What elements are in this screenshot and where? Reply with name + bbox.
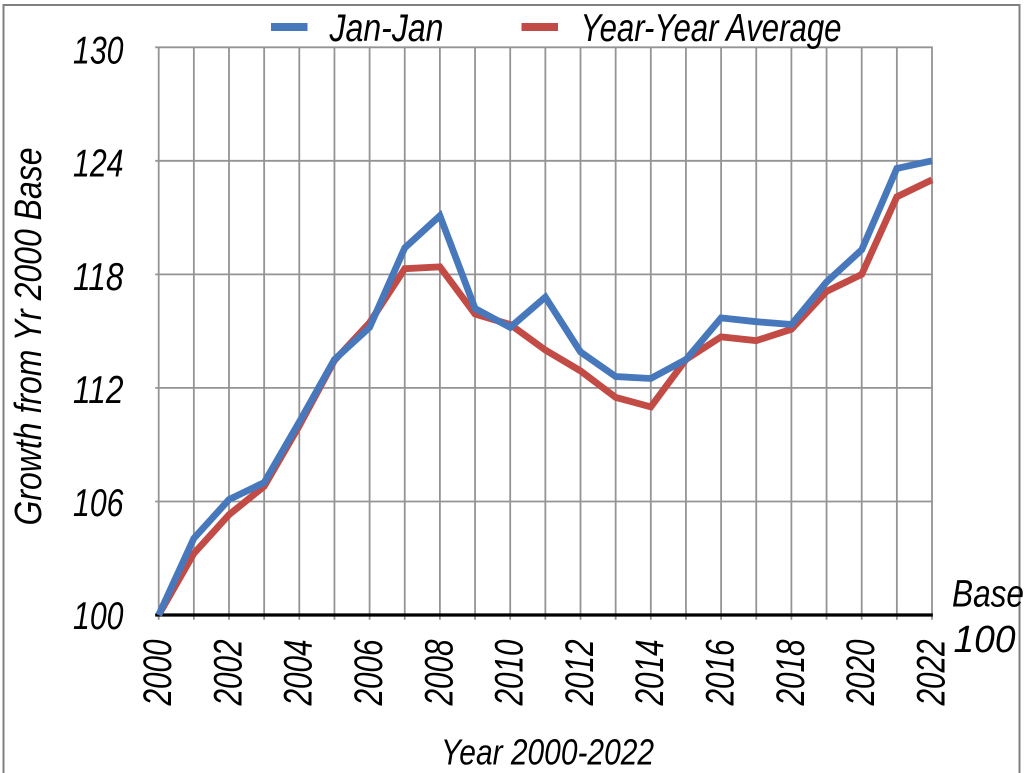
svg-text:130: 130 [73, 30, 124, 73]
svg-text:118: 118 [73, 256, 124, 299]
svg-text:2008: 2008 [417, 639, 461, 706]
svg-text:2018: 2018 [769, 639, 813, 706]
svg-text:2020: 2020 [839, 640, 883, 707]
svg-text:2014: 2014 [628, 640, 672, 707]
svg-text:2010: 2010 [488, 640, 532, 707]
svg-text:2016: 2016 [699, 639, 743, 706]
svg-text:2002: 2002 [206, 640, 250, 707]
svg-text:124: 124 [73, 143, 124, 186]
svg-text:2004: 2004 [277, 640, 321, 707]
svg-text:2006: 2006 [347, 639, 391, 706]
svg-text:Year 2000-2022: Year 2000-2022 [441, 732, 654, 773]
svg-text:Jan-Jan: Jan-Jan [329, 7, 444, 50]
svg-text:2012: 2012 [558, 640, 602, 707]
svg-text:100: 100 [73, 595, 124, 638]
svg-text:100: 100 [954, 619, 1016, 661]
svg-text:2022: 2022 [909, 640, 953, 707]
svg-text:106: 106 [73, 482, 124, 525]
svg-text:Year-Year Average: Year-Year Average [581, 7, 842, 50]
svg-text:112: 112 [73, 369, 124, 412]
svg-text:Growth from Yr 2000 Base: Growth from Yr 2000 Base [8, 148, 50, 526]
svg-text:Base: Base [952, 574, 1024, 616]
svg-text:2000: 2000 [136, 640, 180, 707]
